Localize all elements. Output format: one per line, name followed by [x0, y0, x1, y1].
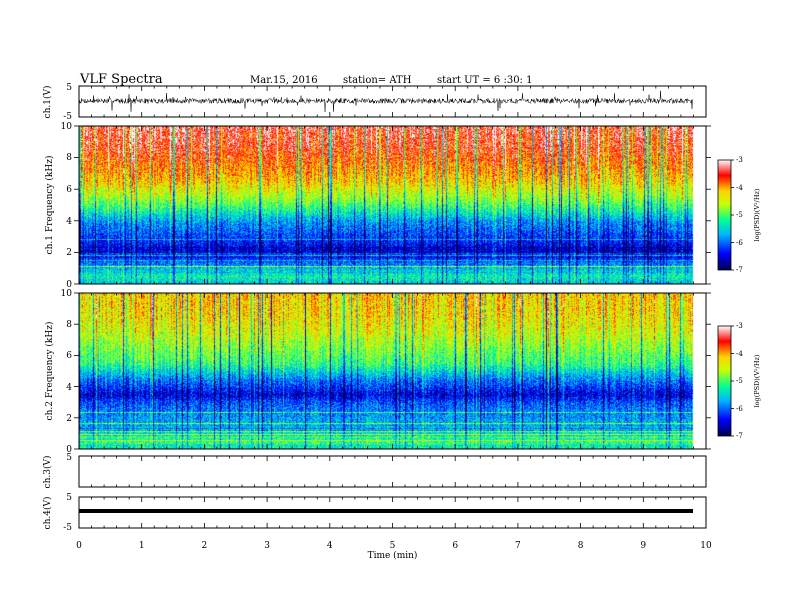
ch2-spectrogram-panel	[79, 293, 706, 449]
xtick-1: 1	[139, 541, 145, 551]
xtick-9: 9	[640, 541, 646, 551]
xtick-0: 0	[76, 541, 82, 551]
ch1-spectrogram-image	[79, 126, 706, 284]
spec1-ytick-0: 0	[66, 280, 72, 290]
ch4-ytick-bottom: -5	[63, 523, 72, 533]
spec2-ytick-2: 2	[66, 414, 72, 424]
cb2-tick-m7: -7	[736, 432, 743, 440]
xtick-7: 7	[515, 541, 521, 551]
cb1-tick-m3: -3	[736, 156, 743, 164]
spec2-ytick-8: 8	[66, 320, 72, 330]
ch1-waveform-line	[78, 90, 694, 112]
cb1-tick-m5: -5	[736, 211, 743, 219]
cb2-label: log(PSD)(V²/Hz)	[753, 354, 761, 407]
xtick-6: 6	[452, 541, 458, 551]
spec2-ytick-0: 0	[66, 445, 72, 455]
cb1-label: log(PSD)(V²/Hz)	[753, 188, 761, 241]
xaxis-label: Time (min)	[368, 550, 418, 561]
spec2-ytick-10: 10	[61, 289, 73, 299]
station-label: station= ATH	[343, 75, 412, 86]
cb1-tick-m4: -4	[736, 184, 743, 192]
xtick-8: 8	[578, 541, 584, 551]
date-label: Mar.15, 2016	[250, 75, 318, 86]
ch1-ylabel: ch.1(V)	[42, 86, 53, 119]
ch1-ytick-top: 5	[66, 83, 72, 93]
xtick-2: 2	[202, 541, 208, 551]
spec1-ytick-10: 10	[61, 122, 73, 132]
spec2-ytick-4: 4	[66, 383, 72, 393]
ch1-spectrogram-ylabel: ch.1 Frequency (kHz)	[44, 156, 55, 255]
xtick-4: 4	[327, 541, 333, 551]
spec1-ytick-8: 8	[66, 153, 72, 163]
ch1-waveform-trace	[78, 90, 694, 112]
start-time-label: start UT = 6 :30: 1	[437, 75, 533, 86]
ch4-ylabel: ch.4(V)	[42, 497, 53, 530]
ch4-ytick-top: 5	[66, 493, 72, 503]
cb2-tick-m4: -4	[736, 350, 743, 358]
xtick-5: 5	[390, 541, 396, 551]
cb2-tick-m6: -6	[736, 405, 743, 413]
spec2-ytick-6: 6	[66, 351, 72, 361]
cb2-tick-m3: -3	[736, 322, 743, 330]
spec1-ytick-4: 4	[66, 217, 72, 227]
xtick-3: 3	[264, 541, 270, 551]
figure-title: VLF Spectra	[80, 72, 163, 87]
ch2-colorbar	[717, 325, 732, 437]
cb2-tick-m5: -5	[736, 377, 743, 385]
colorbar-ticks	[731, 159, 734, 437]
cb1-tick-m6: -6	[736, 239, 743, 247]
cb1-tick-m7: -7	[736, 266, 743, 274]
ch1-colorbar	[717, 159, 732, 271]
axis-ticks	[74, 86, 711, 528]
spec1-ytick-6: 6	[66, 185, 72, 195]
ch3-ylabel: ch.3(V)	[42, 456, 53, 489]
ch2-spectrogram-ylabel: ch.2 Frequency (kHz)	[44, 322, 55, 421]
ch3-ytick-top: 5	[66, 453, 72, 463]
xtick-10: 10	[700, 541, 712, 551]
ch1-spectrogram-panel	[79, 126, 706, 284]
spec1-ytick-2: 2	[66, 248, 72, 258]
ch1-ytick-bottom: -5	[63, 112, 72, 122]
ch2-spectrogram-image	[79, 293, 706, 449]
